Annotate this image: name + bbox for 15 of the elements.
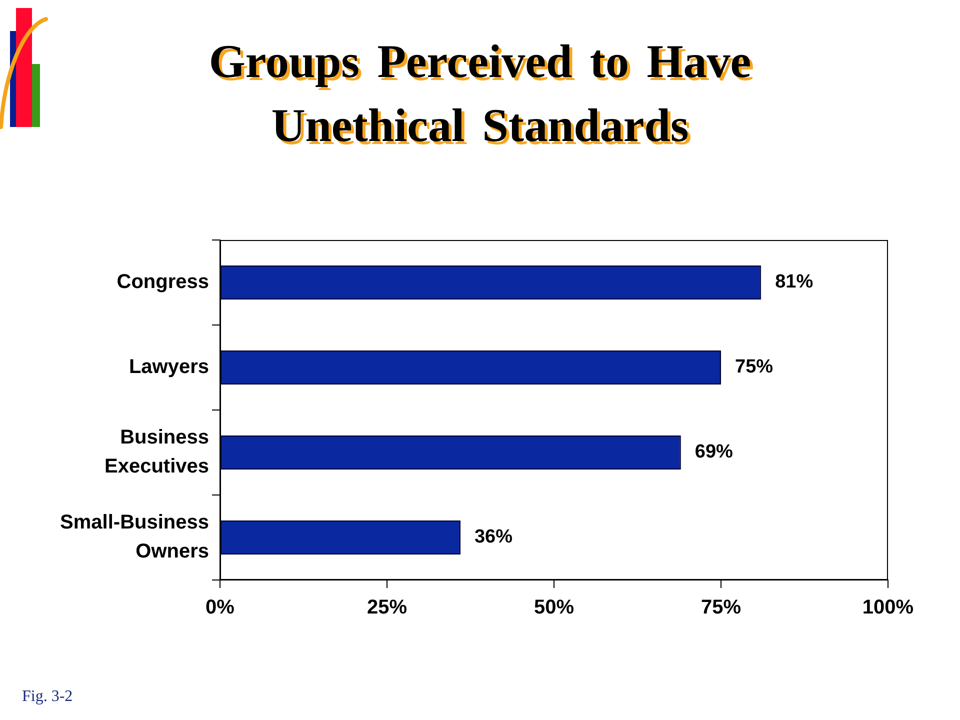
y-tick-label: Congress bbox=[116, 271, 209, 294]
y-tick-label: Small-Business Owners bbox=[60, 512, 209, 563]
data-label: 81% bbox=[775, 272, 814, 293]
x-tick-label: 0% bbox=[206, 596, 235, 619]
y-tick-label: Lawyers bbox=[128, 356, 209, 378]
data-label: 69% bbox=[694, 442, 734, 463]
caption: Fig. 3-2 bbox=[22, 688, 73, 706]
x-tick-label: 50% bbox=[534, 596, 574, 619]
data-label: 36% bbox=[474, 526, 513, 548]
x-tick-label: 75% bbox=[700, 596, 742, 619]
data-label: 75% bbox=[735, 356, 774, 378]
x-tick-label: 100% bbox=[862, 596, 914, 619]
y-tick-label: Business Executives bbox=[104, 426, 209, 478]
chart-title: Groups Perceived to Have Unethical Standards bbox=[208, 35, 752, 154]
x-tick-label: 25% bbox=[366, 596, 408, 619]
